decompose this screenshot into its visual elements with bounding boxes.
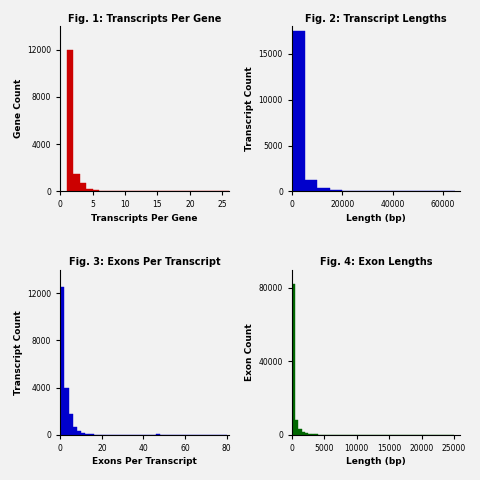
Bar bbox=[355, 191, 367, 192]
Bar bbox=[80, 183, 86, 192]
Bar bbox=[89, 434, 94, 435]
Title: Fig. 4: Exon Lengths: Fig. 4: Exon Lengths bbox=[320, 257, 432, 267]
Title: Fig. 2: Transcript Lengths: Fig. 2: Transcript Lengths bbox=[305, 14, 447, 24]
Bar bbox=[99, 191, 106, 192]
Bar bbox=[317, 188, 330, 192]
Bar bbox=[342, 191, 355, 192]
Bar bbox=[222, 191, 229, 192]
Bar bbox=[64, 388, 69, 435]
Bar bbox=[72, 427, 77, 435]
Bar bbox=[81, 433, 85, 435]
Bar bbox=[301, 432, 305, 435]
Y-axis label: Transcript Count: Transcript Count bbox=[245, 66, 254, 151]
Bar bbox=[292, 31, 304, 192]
X-axis label: Exons Per Transcript: Exons Per Transcript bbox=[92, 457, 197, 466]
Bar bbox=[86, 189, 93, 192]
Title: Fig. 1: Transcripts Per Gene: Fig. 1: Transcripts Per Gene bbox=[68, 14, 221, 24]
Bar bbox=[312, 434, 314, 435]
Bar bbox=[299, 430, 301, 435]
Bar bbox=[85, 434, 89, 435]
Bar bbox=[308, 434, 312, 435]
Bar bbox=[305, 433, 308, 435]
Bar bbox=[295, 420, 299, 435]
Bar bbox=[93, 190, 99, 192]
Bar bbox=[67, 50, 73, 192]
Y-axis label: Exon Count: Exon Count bbox=[245, 324, 254, 381]
Bar bbox=[156, 434, 160, 435]
Bar bbox=[304, 180, 317, 192]
Bar bbox=[292, 284, 295, 435]
Y-axis label: Gene Count: Gene Count bbox=[14, 79, 23, 138]
Title: Fig. 3: Exons Per Transcript: Fig. 3: Exons Per Transcript bbox=[69, 257, 220, 267]
X-axis label: Length (bp): Length (bp) bbox=[347, 457, 406, 466]
Bar bbox=[73, 174, 80, 192]
Bar bbox=[77, 432, 81, 435]
Bar bbox=[330, 190, 342, 192]
Y-axis label: Transcript Count: Transcript Count bbox=[14, 310, 23, 395]
Bar bbox=[60, 287, 64, 435]
X-axis label: Length (bp): Length (bp) bbox=[347, 214, 406, 223]
Bar bbox=[69, 414, 72, 435]
X-axis label: Transcripts Per Gene: Transcripts Per Gene bbox=[91, 214, 198, 223]
